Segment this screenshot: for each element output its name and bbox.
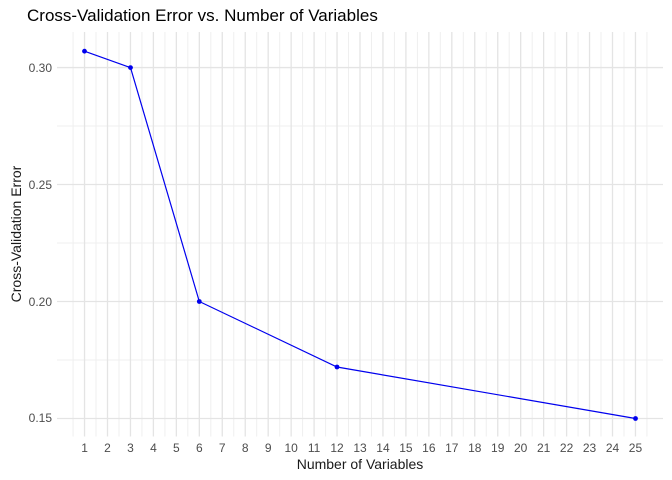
x-tick-label: 2 [104, 441, 111, 455]
y-axis-title: Cross-Validation Error [8, 165, 24, 303]
x-tick-label: 5 [173, 441, 180, 455]
x-tick-label: 11 [307, 441, 321, 455]
x-tick-label: 23 [582, 441, 597, 455]
x-tick-label: 20 [513, 441, 528, 455]
y-tick-label: 0.20 [28, 294, 52, 309]
y-tick-label: 0.30 [28, 60, 52, 75]
x-tick-label: 18 [468, 441, 482, 455]
x-tick-label: 14 [376, 441, 390, 455]
x-tick-label: 13 [353, 441, 367, 455]
x-tick-label: 19 [491, 441, 505, 455]
x-tick-label: 22 [559, 441, 574, 455]
data-point [196, 299, 202, 304]
x-tick-label: 15 [399, 441, 413, 455]
data-point [82, 48, 87, 54]
x-tick-label: 21 [536, 441, 551, 455]
x-tick-label: 7 [218, 441, 226, 455]
y-tick-label: 0.25 [28, 177, 52, 192]
chart-title: Cross-Validation Error vs. Number of Var… [27, 6, 378, 25]
x-tick-label: 4 [150, 441, 157, 455]
x-tick-label: 17 [445, 441, 459, 455]
data-point [633, 416, 638, 421]
x-tick-label: 3 [127, 441, 134, 455]
x-tick-label: 8 [241, 441, 249, 455]
x-tick-label: 25 [628, 441, 643, 455]
y-tick-label: 0.15 [28, 411, 52, 426]
x-tick-label: 12 [330, 441, 344, 455]
data-point [128, 65, 133, 70]
x-tick-label: 9 [264, 441, 272, 455]
x-tick-label: 10 [284, 441, 298, 455]
x-tick-label: 24 [605, 441, 620, 455]
x-tick-label: 1 [81, 441, 88, 455]
data-point [334, 364, 340, 370]
x-tick-label: 16 [422, 441, 436, 455]
x-axis-title: Number of Variables [296, 456, 424, 472]
x-tick-label: 6 [195, 441, 203, 455]
